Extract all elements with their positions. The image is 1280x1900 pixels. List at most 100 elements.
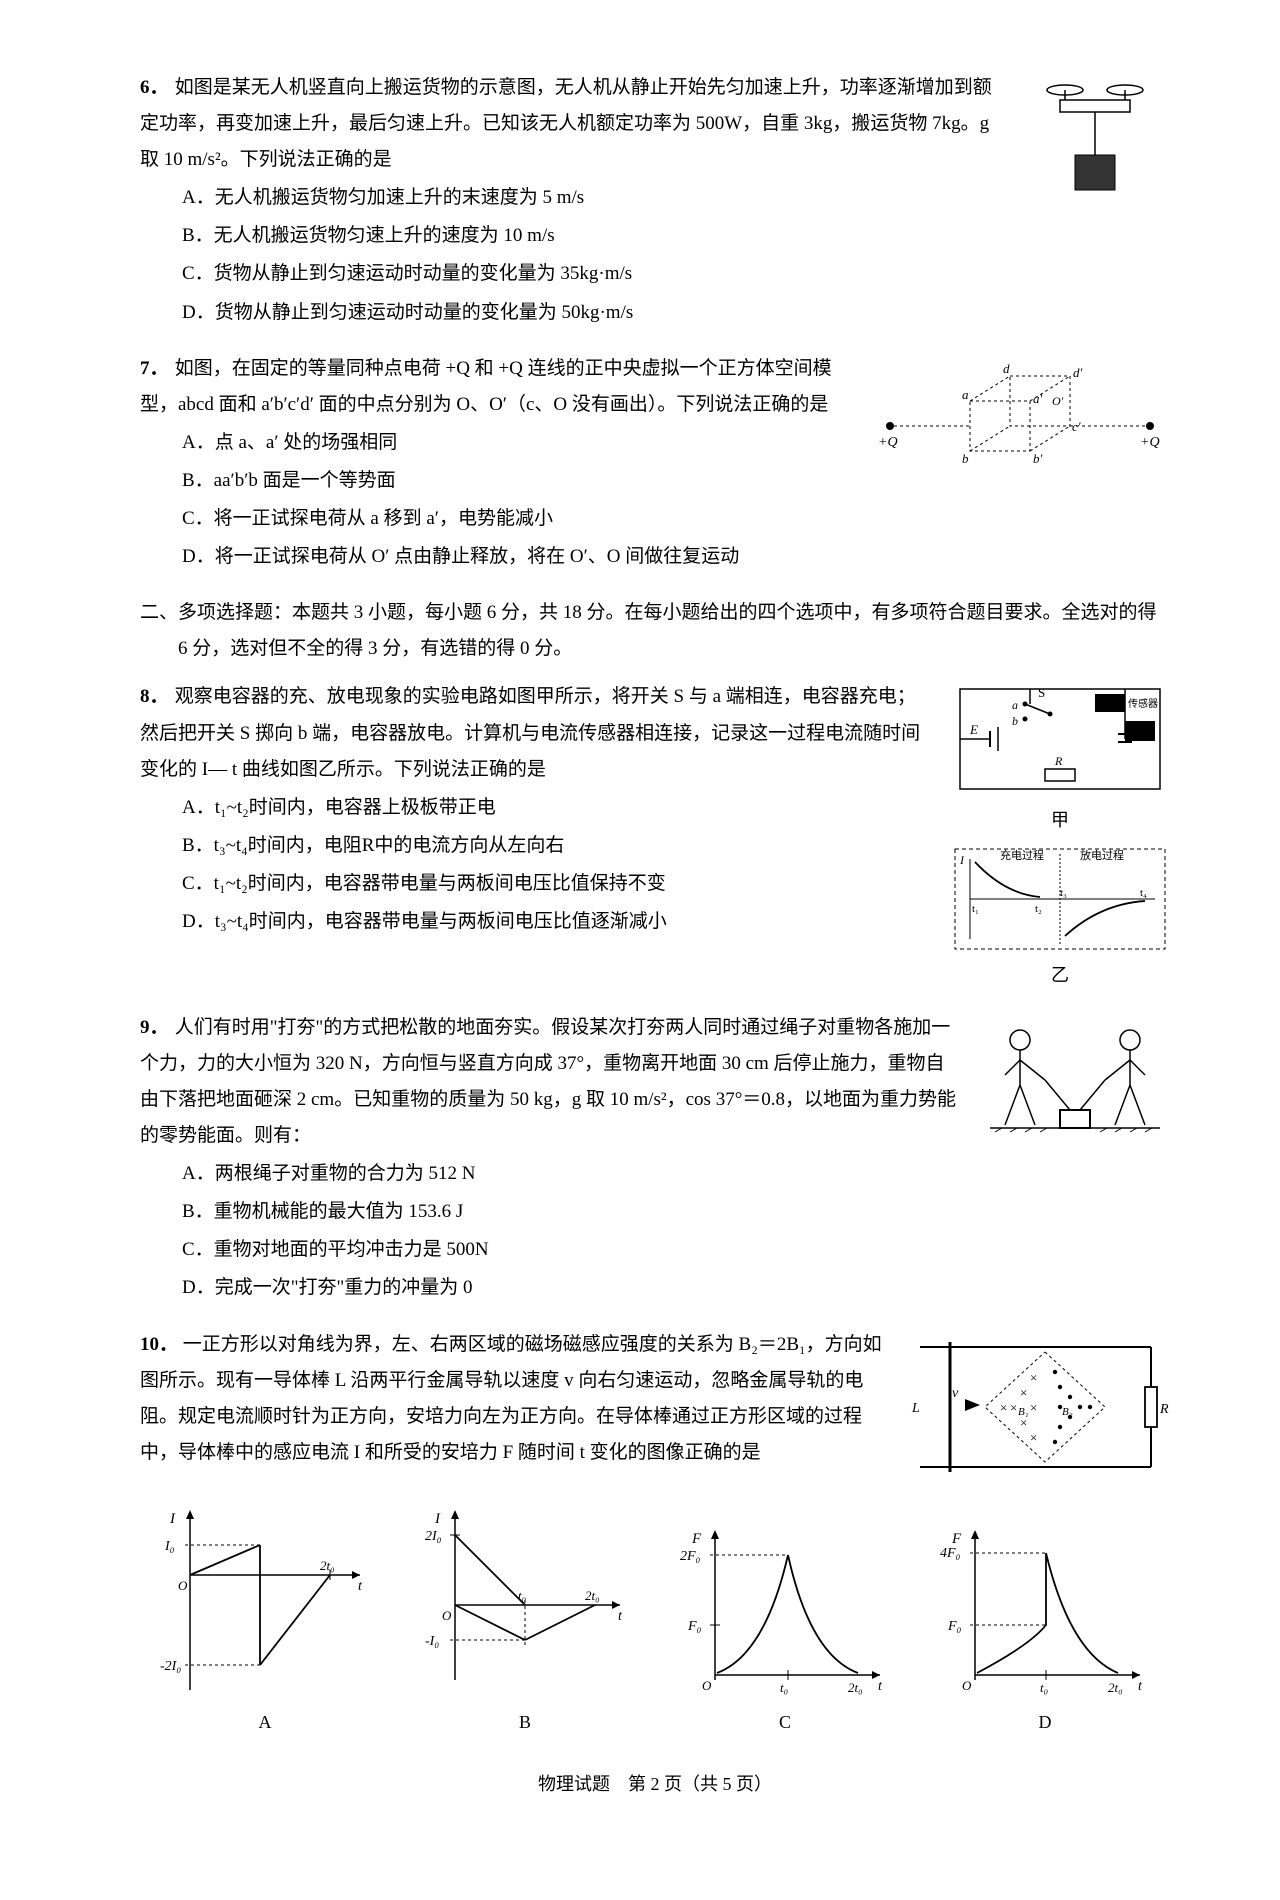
q7-option-d: D．将一正试探电荷从 O′ 点由静止释放，将在 O′、O 间做往复运动	[182, 539, 852, 575]
question-7: 7． 如图，在固定的等量同种点电荷 +Q 和 +Q 连线的正中央虚拟一个正方体空…	[140, 351, 1170, 578]
q8-figures: E a b S 传感器 C R 甲	[950, 679, 1170, 991]
q9-option-b: B．重物机械能的最大值为 153.6 J	[182, 1194, 962, 1230]
q8-options: A．t₁~t₂时间内，电容器上极板带正电 B．t₃~t₄时间内，电阻R中的电流方…	[182, 790, 932, 940]
svg-text:R: R	[1159, 1402, 1169, 1417]
q6-figure	[1020, 70, 1170, 210]
graph-a-label: A	[160, 1705, 370, 1739]
q10-graphs: I t O I₀ -2I₀ 2t₀ A I	[140, 1505, 1170, 1739]
q9-figure	[980, 1010, 1170, 1160]
q8-option-b: B．t₃~t₄时间内，电阻R中的电流方向从左向右	[182, 828, 932, 864]
svg-text:t: t	[618, 1609, 623, 1624]
q8-stem: 观察电容器的充、放电现象的实验电路如图甲所示，将开关 S 与 a 端相连，电容器…	[140, 686, 920, 779]
graph-d-label: D	[940, 1705, 1150, 1739]
q6-option-d: D．货物从静止到匀速运动时动量的变化量为 50kg·m/s	[182, 295, 1002, 331]
svg-text:t: t	[358, 1579, 363, 1594]
svg-text:2F₀: 2F₀	[680, 1549, 701, 1564]
q10-graph-b: I t O 2I₀ -I₀ t₀ 2t₀ B	[420, 1505, 630, 1739]
svg-text:+Q: +Q	[878, 435, 898, 450]
svg-text:I: I	[959, 853, 965, 867]
q9-option-a: A．两根绳子对重物的合力为 512 N	[182, 1156, 962, 1192]
svg-text:t₃: t₃	[1060, 887, 1067, 899]
svg-text:F: F	[951, 1531, 962, 1547]
svg-text:×: ×	[1010, 1400, 1017, 1415]
svg-text:d: d	[1003, 361, 1010, 376]
svg-text:t₂: t₂	[1035, 903, 1042, 915]
q6-option-b: B．无人机搬运货物匀速上升的速度为 10 m/s	[182, 218, 1002, 254]
svg-text:b′: b′	[1033, 451, 1043, 466]
svg-text:b: b	[1012, 714, 1018, 728]
svg-text:放电过程: 放电过程	[1080, 848, 1124, 862]
svg-text:B₂: B₂	[1062, 1406, 1073, 1418]
svg-text:×: ×	[1030, 1370, 1037, 1385]
q6-options: A．无人机搬运货物匀加速上升的末速度为 5 m/s B．无人机搬运货物匀速上升的…	[182, 180, 1002, 330]
svg-text:a: a	[962, 387, 969, 402]
q6-stem: 如图是某无人机竖直向上搬运货物的示意图，无人机从静止开始先匀加速上升，功率逐渐增…	[140, 77, 992, 170]
svg-text:充电过程: 充电过程	[1000, 848, 1044, 862]
q8-figure-graph: I t₁ t₂ t₃ t₄ 充电过程 放电过程	[950, 844, 1170, 954]
svg-text:b: b	[962, 451, 969, 466]
q10-graph-c: F t O 2F₀ F₀ t₀ 2t₀ C	[680, 1525, 890, 1739]
svg-text:O: O	[962, 1678, 972, 1693]
q7-number: 7．	[140, 351, 170, 387]
svg-text:2t₀: 2t₀	[848, 1680, 863, 1695]
section-2-title: 二、多项选择题：本题共 3 小题，每小题 6 分，共 18 分。在每小题给出的四…	[140, 595, 1170, 667]
svg-text:×: ×	[1030, 1430, 1037, 1445]
svg-text:t₄: t₄	[1140, 887, 1147, 899]
q9-number: 9．	[140, 1010, 170, 1046]
graph-b-label: B	[420, 1705, 630, 1739]
svg-text:4F₀: 4F₀	[940, 1546, 961, 1561]
q7-options: A．点 a、a′ 处的场强相同 B．aa′b′b 面是一个等势面 C．将一正试探…	[182, 425, 852, 575]
svg-text:a′: a′	[1033, 391, 1043, 406]
svg-text:d′: d′	[1073, 365, 1083, 380]
svg-text:2t₀: 2t₀	[1108, 1680, 1123, 1695]
q8-number: 8．	[140, 679, 170, 715]
q10-figure: v L × × × × × × × B₁	[910, 1327, 1170, 1487]
q9-stem: 人们有时用"打夯"的方式把松散的地面夯实。假设某次打夯两人同时通过绳子对重物各施…	[140, 1017, 956, 1146]
svg-text:t₁: t₁	[972, 903, 979, 915]
svg-text:S: S	[1038, 685, 1045, 700]
svg-text:×: ×	[1020, 1385, 1027, 1400]
q8-fig2-label: 乙	[950, 958, 1170, 992]
svg-text:a: a	[1012, 698, 1018, 712]
svg-text:I: I	[169, 1511, 176, 1527]
question-9: 9． 人们有时用"打夯"的方式把松散的地面夯实。假设某次打夯两人同时通过绳子对重…	[140, 1010, 1170, 1309]
svg-text:t: t	[878, 1679, 883, 1694]
q10-number: 10．	[140, 1327, 178, 1363]
question-6: 6． 如图是某无人机竖直向上搬运货物的示意图，无人机从静止开始先匀加速上升，功率…	[140, 70, 1170, 333]
svg-text:-2I₀: -2I₀	[160, 1659, 181, 1674]
svg-text:O: O	[702, 1678, 712, 1693]
svg-text:2t₀: 2t₀	[585, 1588, 600, 1603]
q7-option-b: B．aa′b′b 面是一个等势面	[182, 463, 852, 499]
q7-stem: 如图，在固定的等量同种点电荷 +Q 和 +Q 连线的正中央虚拟一个正方体空间模型…	[140, 358, 832, 415]
graph-c-label: C	[680, 1705, 890, 1739]
q9-option-d: D．完成一次"打夯"重力的冲量为 0	[182, 1270, 962, 1306]
svg-text:传感器: 传感器	[1128, 697, 1158, 710]
q6-number: 6．	[140, 70, 170, 106]
svg-text:R: R	[1054, 754, 1063, 768]
svg-text:v: v	[952, 1386, 959, 1401]
svg-text:t₀: t₀	[1040, 1680, 1048, 1695]
question-10: 10． 一正方形以对角线为界，左、右两区域的磁场磁感应强度的关系为 B₂＝2B₁…	[140, 1327, 1170, 1739]
q10-graph-d: F t O 4F₀ F₀ t₀ 2t₀ D	[940, 1525, 1150, 1739]
svg-text:O′: O′	[1052, 394, 1064, 408]
svg-text:×: ×	[1030, 1400, 1037, 1415]
svg-text:B₁: B₁	[1018, 1406, 1029, 1418]
svg-text:t: t	[1138, 1679, 1143, 1694]
svg-text:F₀: F₀	[687, 1619, 702, 1634]
q6-option-c: C．货物从静止到匀速运动时动量的变化量为 35kg·m/s	[182, 256, 1002, 292]
q9-option-c: C．重物对地面的平均冲击力是 500N	[182, 1232, 962, 1268]
q9-options: A．两根绳子对重物的合力为 512 N B．重物机械能的最大值为 153.6 J…	[182, 1156, 962, 1306]
q8-option-c: C．t₁~t₂时间内，电容器带电量与两板间电压比值保持不变	[182, 866, 932, 902]
svg-text:2I₀: 2I₀	[425, 1529, 442, 1544]
page-footer: 物理试题 第 2 页（共 5 页）	[140, 1767, 1170, 1801]
svg-text:O: O	[178, 1578, 188, 1593]
svg-text:F₀: F₀	[947, 1619, 962, 1634]
svg-text:c′: c′	[1072, 419, 1081, 434]
svg-text:2t₀: 2t₀	[320, 1558, 335, 1573]
svg-text:t₀: t₀	[518, 1588, 526, 1603]
q7-figure: +Q +Q a d d′ a′ b b′ c′ O′	[870, 351, 1170, 481]
q7-option-a: A．点 a、a′ 处的场强相同	[182, 425, 852, 461]
q8-option-d: D．t₃~t₄时间内，电容器带电量与两板间电压比值逐渐减小	[182, 904, 932, 940]
q8-fig1-label: 甲	[950, 803, 1170, 837]
question-8: 8． 观察电容器的充、放电现象的实验电路如图甲所示，将开关 S 与 a 端相连，…	[140, 679, 1170, 991]
